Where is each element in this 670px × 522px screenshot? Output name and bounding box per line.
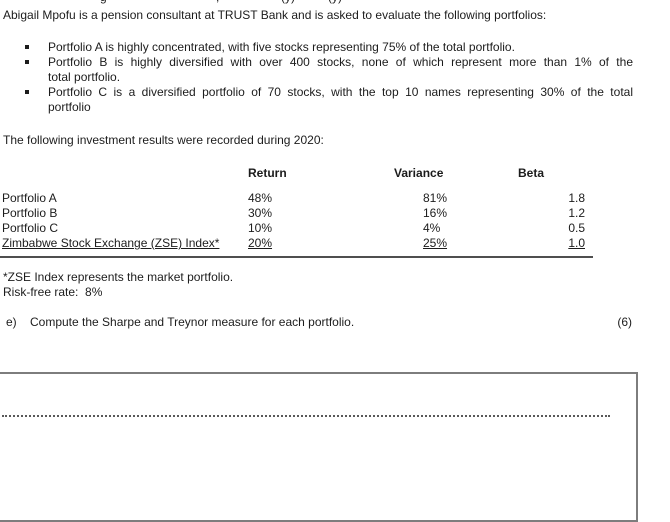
row-label: Portfolio C [2, 221, 59, 235]
row-label: Portfolio B [2, 206, 58, 220]
bullet-line: Portfolio C is a diversified portfolio o… [48, 85, 633, 99]
column-header-return: Return [248, 166, 287, 180]
bullet-square-icon [25, 45, 29, 49]
cropped-fragment: (y) [328, 0, 342, 4]
bullet-line: total portfolio. [48, 70, 121, 84]
cell-return: 48% [248, 191, 273, 205]
bullet-square-icon [25, 60, 29, 64]
table-intro-text: The following investment results were re… [3, 133, 324, 147]
answer-dotted-line [2, 415, 610, 417]
question-label: e) [6, 315, 17, 329]
cell-beta: 0.5 [568, 221, 585, 235]
table-bottom-rule [0, 256, 593, 258]
question-marks: (6) [617, 315, 632, 329]
row-label: Portfolio A [2, 191, 57, 205]
row-label: Zimbabwe Stock Exchange (ZSE) Index* [2, 236, 220, 250]
bullet-line: portfolio [48, 100, 91, 114]
bullet-line: Portfolio B is highly diversified with o… [48, 55, 633, 69]
column-header-variance: Variance [394, 166, 444, 180]
cell-return: 20% [248, 236, 273, 250]
cropped-fragment: , [216, 0, 219, 4]
bullet-item-portfolio-b: Portfolio B is highly diversified with o… [48, 55, 633, 85]
bullet-item-portfolio-c: Portfolio C is a diversified portfolio o… [48, 85, 633, 115]
cell-beta: 1.0 [568, 236, 585, 250]
cropped-previous-line: g , (y) (y) [0, 0, 670, 4]
cropped-fragment: (y) [281, 0, 295, 4]
footnote-zse: *ZSE Index represents the market portfol… [3, 270, 234, 284]
cropped-fragment: g [100, 0, 107, 4]
cell-return: 10% [248, 221, 273, 235]
column-header-beta: Beta [518, 166, 545, 180]
bullet-line: Portfolio A is highly concentrated, with… [48, 40, 515, 54]
cell-variance: 4% [423, 221, 441, 235]
cell-variance: 25% [423, 236, 448, 250]
bullet-square-icon [25, 90, 29, 94]
cell-beta: 1.8 [568, 191, 585, 205]
cell-beta: 1.2 [568, 206, 585, 220]
footnote-risk-free: Risk-free rate: 8% [3, 285, 103, 299]
answer-box [0, 372, 638, 522]
bullet-item-portfolio-a: Portfolio A is highly concentrated, with… [48, 40, 633, 55]
cell-variance: 81% [423, 191, 448, 205]
cell-variance: 16% [423, 206, 448, 220]
question-text: Compute the Sharpe and Treynor measure f… [30, 315, 355, 329]
intro-paragraph: Abigail Mpofu is a pension consultant at… [3, 8, 547, 22]
cell-return: 30% [248, 206, 273, 220]
